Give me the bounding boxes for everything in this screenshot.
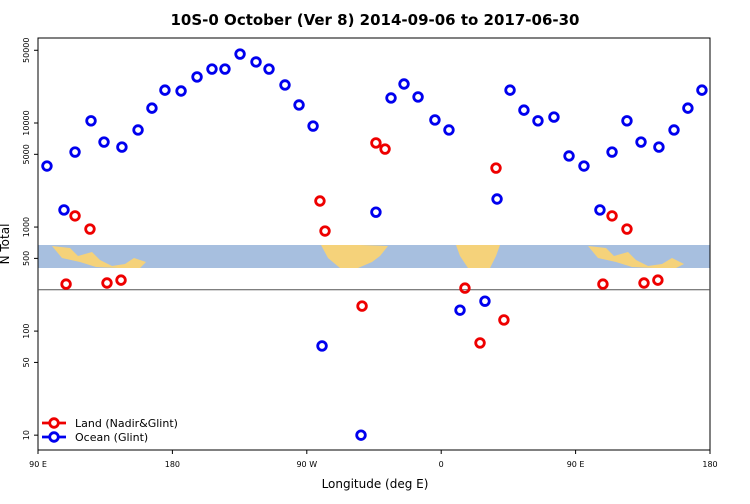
point: [621, 115, 633, 127]
point: [69, 146, 81, 158]
y-tick-label: 100: [22, 323, 31, 338]
point: [490, 162, 502, 174]
point: [84, 223, 96, 235]
point: [498, 314, 510, 326]
chart-title: 10S-0 October (Ver 8) 2014-09-06 to 2017…: [171, 11, 580, 29]
point: [250, 56, 262, 68]
point: [279, 79, 291, 91]
point: [69, 210, 81, 222]
y-axis-label: N Total: [0, 224, 12, 265]
legend-marker: [48, 417, 60, 429]
point: [307, 120, 319, 132]
point: [370, 137, 382, 149]
point: [653, 141, 665, 153]
point: [370, 206, 382, 218]
point: [98, 136, 110, 148]
point: [621, 223, 633, 235]
point: [132, 124, 144, 136]
x-tick-label: 90 W: [296, 460, 317, 469]
point: [60, 278, 72, 290]
y-tick-label: 1000: [22, 217, 31, 237]
point: [504, 84, 516, 96]
y-tick-label: 50000: [22, 38, 31, 63]
point: [606, 210, 618, 222]
x-tick-label: 90 E: [29, 460, 47, 469]
point: [293, 99, 305, 111]
point: [548, 111, 560, 123]
point: [146, 102, 158, 114]
point: [219, 63, 231, 75]
x-tick-label: 180: [165, 460, 180, 469]
plot-frame: [37, 37, 711, 451]
point: [454, 304, 466, 316]
point: [652, 274, 664, 286]
legend-marker: [48, 431, 60, 443]
x-tick-label: 180: [702, 460, 717, 469]
point: [85, 115, 97, 127]
point: [412, 91, 424, 103]
point: [314, 195, 326, 207]
legend-label: Land (Nadir&Glint): [75, 417, 178, 430]
point: [563, 150, 575, 162]
point: [101, 277, 113, 289]
x-tick-label: 90 E: [567, 460, 585, 469]
point: [443, 124, 455, 136]
point: [41, 160, 53, 172]
point: [398, 78, 410, 90]
point: [479, 295, 491, 307]
point: [638, 277, 650, 289]
point: [474, 337, 486, 349]
point: [532, 115, 544, 127]
map-strip: [38, 245, 710, 268]
point: [175, 85, 187, 97]
point: [518, 104, 530, 116]
y-tick-label: 500: [22, 251, 31, 266]
point: [597, 278, 609, 290]
legend-label: Ocean (Glint): [75, 431, 148, 444]
point: [606, 146, 618, 158]
point: [379, 143, 391, 155]
point: [159, 84, 171, 96]
point: [115, 274, 127, 286]
point: [206, 63, 218, 75]
point: [316, 340, 328, 352]
point: [578, 160, 590, 172]
point: [355, 429, 367, 441]
point: [696, 84, 708, 96]
point: [263, 63, 275, 75]
x-axis-label: Longitude (deg E): [322, 477, 429, 491]
point: [191, 71, 203, 83]
y-tick-label: 5000: [22, 144, 31, 164]
point: [682, 102, 694, 114]
point: [635, 136, 647, 148]
x-tick-label: 0: [439, 460, 444, 469]
point: [116, 141, 128, 153]
y-tick-label: 10000: [22, 110, 31, 135]
point: [668, 124, 680, 136]
point: [319, 225, 331, 237]
point: [491, 193, 503, 205]
point: [459, 282, 471, 294]
y-tick-label: 50: [22, 357, 31, 367]
point: [594, 204, 606, 216]
point: [356, 300, 368, 312]
point: [234, 48, 246, 60]
y-tick-label: 10: [22, 430, 31, 440]
point: [58, 204, 70, 216]
point: [385, 92, 397, 104]
point: [429, 114, 441, 126]
